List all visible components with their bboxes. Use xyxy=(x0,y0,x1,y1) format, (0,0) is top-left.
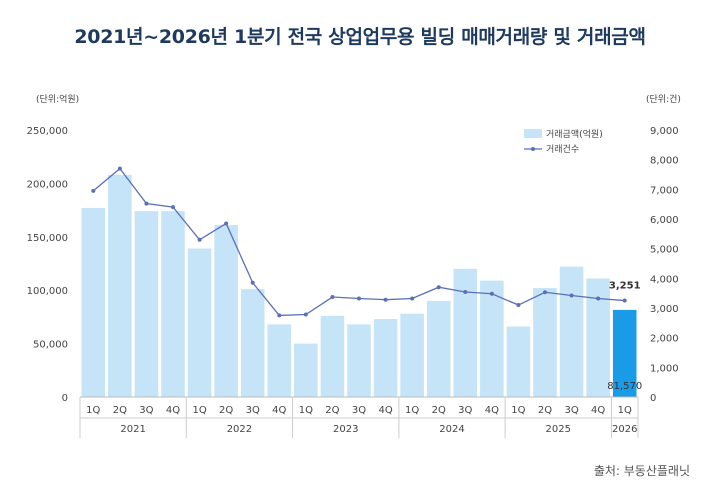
line-point xyxy=(410,296,415,301)
bar xyxy=(161,211,185,397)
x-tick-label: 3Q xyxy=(352,405,366,416)
line-point xyxy=(569,293,574,298)
x-tick-label: 2Q xyxy=(219,405,233,416)
bar xyxy=(453,268,478,397)
line-point xyxy=(330,295,335,300)
line-point xyxy=(463,289,468,294)
x-tick-label: 2Q xyxy=(538,405,552,416)
bar xyxy=(214,225,238,397)
bar xyxy=(586,278,610,397)
left-axis-unit: (단위:억원) xyxy=(36,95,80,105)
line-point xyxy=(383,297,388,302)
x-tick-label: 1Q xyxy=(192,405,206,416)
year-label: 2023 xyxy=(333,424,358,435)
line-point xyxy=(250,280,255,285)
line-point xyxy=(91,188,96,193)
x-tick-label: 3Q xyxy=(139,405,153,416)
source-note: 출처: 부동산플래닛 xyxy=(593,464,690,478)
bar xyxy=(400,313,424,397)
x-tick-label: 1Q xyxy=(299,405,313,416)
x-tick-label: 3Q xyxy=(458,405,472,416)
x-tick-label: 4Q xyxy=(166,405,180,416)
y-left-tick-label: 0 xyxy=(62,393,68,404)
line-point xyxy=(436,285,441,290)
bar xyxy=(559,266,584,397)
line-point xyxy=(622,298,627,303)
bar xyxy=(187,248,212,397)
x-tick-label: 4Q xyxy=(591,405,605,416)
x-tick-label: 3Q xyxy=(564,405,578,416)
line-point xyxy=(197,237,202,242)
bar xyxy=(81,207,106,397)
bar xyxy=(373,319,398,397)
x-tick-label: 1Q xyxy=(86,405,100,416)
x-tick-label: 4Q xyxy=(485,405,499,416)
year-label: 2026 xyxy=(612,424,637,435)
x-tick-label: 1Q xyxy=(405,405,419,416)
line-point xyxy=(224,221,229,226)
year-label: 2021 xyxy=(120,424,145,435)
line-point xyxy=(277,313,282,318)
x-tick-label: 2Q xyxy=(325,405,339,416)
data-label-bar: 81,570 xyxy=(607,381,642,392)
line-point xyxy=(516,303,521,308)
x-tick-label: 2Q xyxy=(113,405,127,416)
x-tick-label: 1Q xyxy=(618,405,632,416)
x-tick-label: 3Q xyxy=(246,405,260,416)
y-right-tick-label: 4,000 xyxy=(650,274,679,285)
legend-swatch-line-marker xyxy=(531,147,535,151)
x-tick-label: 4Q xyxy=(378,405,392,416)
line-point xyxy=(489,291,494,296)
legend-swatch-bar xyxy=(524,129,542,138)
legend-label-bar: 거래금액(억원) xyxy=(546,128,603,140)
y-right-tick-label: 0 xyxy=(650,393,656,404)
line-point xyxy=(117,166,122,171)
y-right-tick-label: 2,000 xyxy=(650,334,679,345)
year-label: 2025 xyxy=(546,424,571,435)
bar xyxy=(426,300,451,397)
year-label: 2022 xyxy=(227,424,252,435)
bar xyxy=(533,288,557,397)
year-label: 2024 xyxy=(439,424,464,435)
data-label-line: 3,251 xyxy=(609,281,641,292)
y-left-tick-label: 250,000 xyxy=(27,126,68,137)
x-tick-label: 4Q xyxy=(272,405,286,416)
y-right-tick-label: 3,000 xyxy=(650,304,679,315)
y-right-tick-label: 5,000 xyxy=(650,245,679,256)
bar xyxy=(506,326,531,397)
bar xyxy=(612,309,637,397)
chart-title: 2021년~2026년 1분기 전국 상업업무용 빌딩 매매거래량 및 거래금액 xyxy=(74,26,646,48)
bar xyxy=(240,289,265,397)
line-point xyxy=(303,312,308,317)
bar xyxy=(347,324,371,397)
y-right-tick-label: 8,000 xyxy=(650,156,679,167)
bar xyxy=(267,324,292,397)
legend-label-line: 거래건수 xyxy=(546,144,579,155)
y-right-tick-label: 1,000 xyxy=(650,363,679,374)
right-axis-unit: (단위:건) xyxy=(646,95,681,105)
x-tick-label: 2Q xyxy=(432,405,446,416)
y-right-tick-label: 7,000 xyxy=(650,185,679,196)
y-left-tick-label: 50,000 xyxy=(33,340,68,351)
y-left-tick-label: 100,000 xyxy=(27,286,68,297)
line-point xyxy=(543,290,547,295)
bar xyxy=(108,174,132,397)
y-left-tick-label: 200,000 xyxy=(27,179,68,190)
line-point xyxy=(171,205,175,210)
x-tick-label: 1Q xyxy=(511,405,525,416)
bar xyxy=(294,343,318,397)
bar xyxy=(134,211,159,397)
bar xyxy=(480,280,504,397)
y-right-tick-label: 9,000 xyxy=(650,126,679,137)
line-point xyxy=(357,296,361,301)
line-point xyxy=(596,296,601,301)
line-point xyxy=(144,201,149,206)
y-left-tick-label: 150,000 xyxy=(27,233,68,244)
bar xyxy=(320,315,345,397)
y-right-tick-label: 6,000 xyxy=(650,215,679,226)
